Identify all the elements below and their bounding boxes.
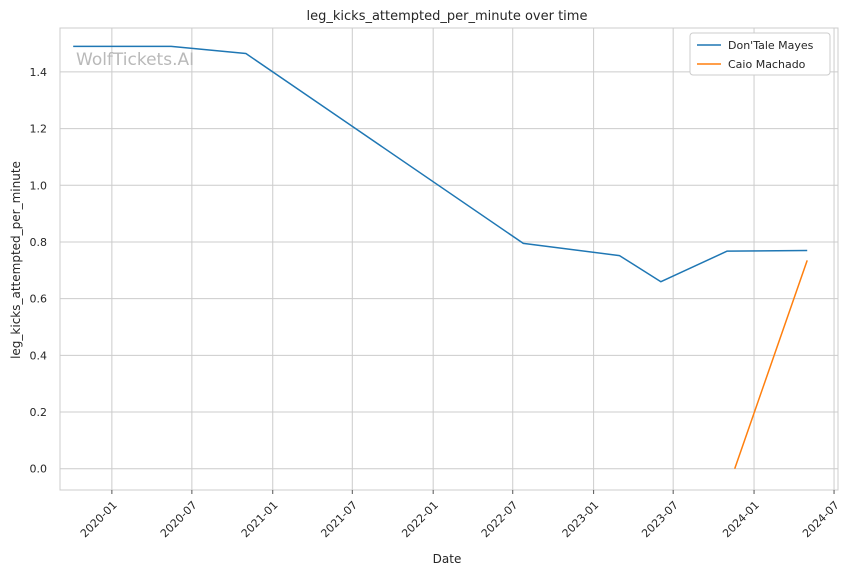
y-tick-label: 0.0: [30, 463, 48, 476]
legend-label-dontale-mayes: Don'Tale Mayes: [728, 39, 814, 52]
y-tick-label: 0.4: [30, 349, 48, 362]
x-axis-label: Date: [433, 552, 462, 566]
y-axis-label: leg_kicks_attempted_per_minute: [9, 161, 23, 359]
y-tick-label: 0.8: [30, 236, 48, 249]
y-tick-label: 1.2: [30, 123, 48, 136]
chart-title: leg_kicks_attempted_per_minute over time: [307, 9, 588, 24]
legend-label-caio-machado: Caio Machado: [728, 58, 806, 71]
y-tick-label: 1.0: [30, 179, 48, 192]
watermark-text: WolfTickets.AI: [76, 50, 194, 70]
y-tick-label: 0.2: [30, 406, 48, 419]
y-tick-label: 0.6: [30, 293, 48, 306]
y-tick-label: 1.4: [30, 66, 48, 79]
legend: Don'Tale Mayes Caio Machado: [690, 33, 830, 75]
